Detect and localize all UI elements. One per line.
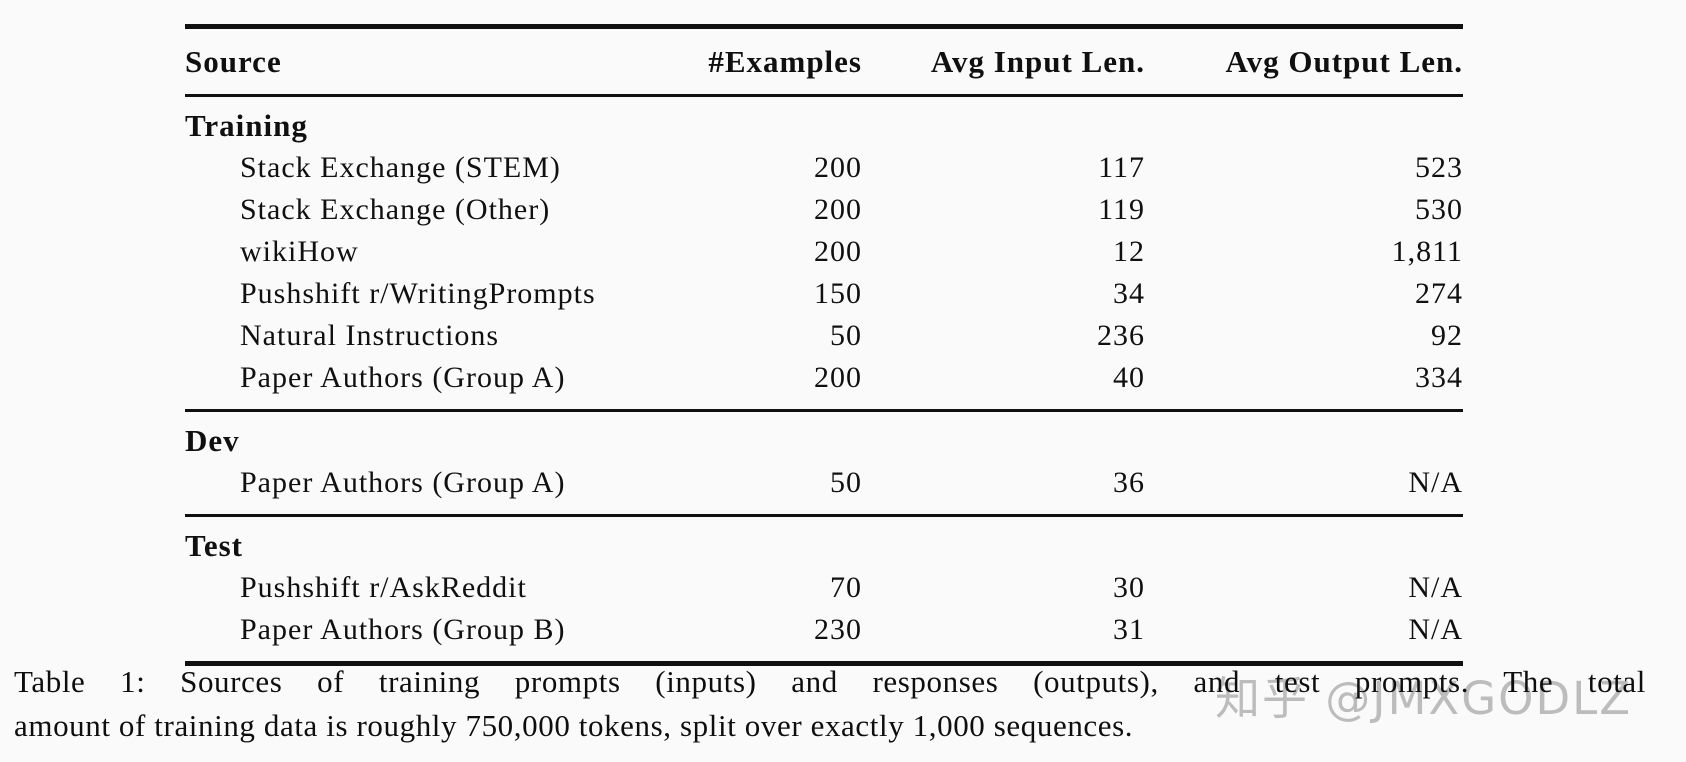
avg-input-cell: 117 [1098, 151, 1145, 184]
table-row: Paper Authors (Group A) 200 40 334 [185, 357, 1463, 411]
examples-cell: 200 [814, 235, 862, 268]
table-row: Pushshift r/AskReddit 70 30 N/A [185, 567, 1463, 609]
avg-input-cell: 236 [1097, 319, 1145, 352]
table-caption: Table 1: Sources of training prompts (in… [14, 660, 1646, 748]
table-row: wikiHow 200 12 1,811 [185, 231, 1463, 273]
source-cell: Natural Instructions [240, 319, 500, 352]
avg-input-cell: 40 [1113, 361, 1145, 394]
avg-input-cell: 119 [1098, 193, 1145, 226]
examples-cell: 200 [814, 361, 862, 394]
section-label-test: Test [185, 528, 243, 563]
section-dev: Dev Paper Authors (Group A) 50 36 N/A [185, 410, 1463, 516]
avg-output-cell: N/A [1408, 613, 1463, 646]
table-row: Pushshift r/WritingPrompts 150 34 274 [185, 273, 1463, 315]
watermark: 知乎 @JMXGODLZ [1215, 672, 1633, 725]
section-header-row: Training [185, 96, 1463, 148]
avg-output-cell: 92 [1431, 319, 1463, 352]
avg-output-cell: 274 [1415, 277, 1463, 310]
source-cell: Stack Exchange (Other) [240, 193, 551, 226]
avg-output-cell: 530 [1415, 193, 1463, 226]
examples-cell: 70 [830, 571, 862, 604]
source-cell: Paper Authors (Group A) [240, 361, 566, 394]
column-header-avg-input-len: Avg Input Len. [862, 26, 1145, 97]
source-cell: wikiHow [240, 235, 359, 268]
avg-output-cell: 1,811 [1391, 235, 1463, 268]
examples-cell: 50 [830, 319, 862, 352]
avg-input-cell: 34 [1113, 277, 1145, 310]
section-test: Test Pushshift r/AskReddit 70 30 N/A Pap… [185, 515, 1463, 664]
avg-output-cell: 334 [1415, 361, 1463, 394]
section-header-row: Dev [185, 411, 1463, 463]
examples-cell: 200 [814, 193, 862, 226]
source-cell: Pushshift r/WritingPrompts [240, 277, 596, 310]
table-row: Paper Authors (Group B) 230 31 N/A [185, 609, 1463, 664]
examples-cell: 50 [830, 466, 862, 499]
avg-output-cell: 523 [1415, 151, 1463, 184]
avg-input-cell: 30 [1113, 571, 1145, 604]
source-cell: Paper Authors (Group B) [240, 613, 566, 646]
source-cell: Stack Exchange (STEM) [240, 151, 561, 184]
column-header-avg-output-len: Avg Output Len. [1145, 26, 1463, 97]
source-cell: Pushshift r/AskReddit [240, 571, 527, 604]
section-label-training: Training [185, 108, 308, 143]
examples-cell: 150 [814, 277, 862, 310]
avg-output-cell: N/A [1408, 466, 1463, 499]
data-sources-table: Source #Examples Avg Input Len. Avg Outp… [185, 24, 1463, 666]
column-header-examples: #Examples [615, 26, 862, 97]
examples-cell: 230 [814, 613, 862, 646]
section-training: Training Stack Exchange (STEM) 200 117 5… [185, 95, 1463, 411]
table-row: Stack Exchange (STEM) 200 117 523 [185, 147, 1463, 189]
column-header-source: Source [185, 26, 615, 97]
table-header-row: Source #Examples Avg Input Len. Avg Outp… [185, 26, 1463, 97]
examples-cell: 200 [814, 151, 862, 184]
caption-line-2: amount of training data is roughly 750,0… [14, 708, 1134, 743]
avg-input-cell: 36 [1113, 466, 1145, 499]
section-label-dev: Dev [185, 423, 240, 458]
table-row: Stack Exchange (Other) 200 119 530 [185, 189, 1463, 231]
avg-input-cell: 31 [1113, 613, 1145, 646]
caption-line-1: Table 1: Sources of training prompts (in… [14, 664, 1646, 699]
section-header-row: Test [185, 516, 1463, 568]
avg-output-cell: N/A [1408, 571, 1463, 604]
table-row: Paper Authors (Group A) 50 36 N/A [185, 462, 1463, 516]
avg-input-cell: 12 [1113, 235, 1145, 268]
table-row: Natural Instructions 50 236 92 [185, 315, 1463, 357]
source-cell: Paper Authors (Group A) [240, 466, 566, 499]
